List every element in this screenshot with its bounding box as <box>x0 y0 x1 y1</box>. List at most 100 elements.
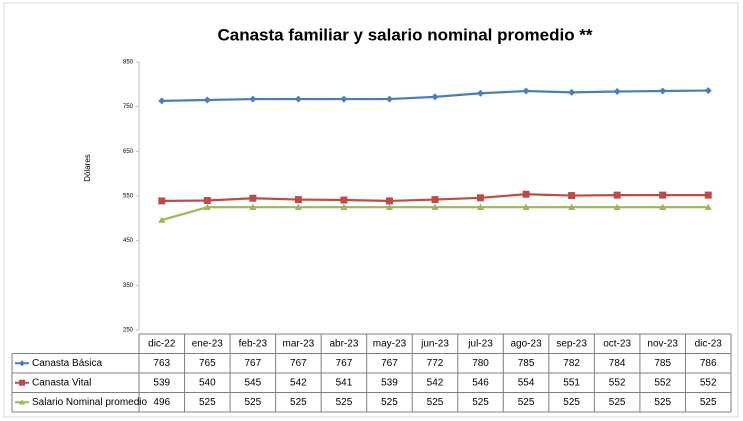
table-value: 767 <box>290 358 307 369</box>
x-tick-label: oct-23 <box>603 338 631 349</box>
table-value: 541 <box>336 377 353 388</box>
point <box>613 203 621 210</box>
x-tick-label: may-23 <box>373 338 407 349</box>
point <box>431 203 439 210</box>
table-value: 782 <box>563 358 580 369</box>
point <box>294 95 302 103</box>
table-value: 525 <box>700 397 717 408</box>
point <box>158 97 166 105</box>
table-value: 784 <box>609 358 626 369</box>
table-value: 539 <box>381 377 398 388</box>
point <box>659 191 667 199</box>
x-tick-label: feb-23 <box>239 338 268 349</box>
point <box>477 89 485 97</box>
point <box>568 203 576 210</box>
legend-marker <box>19 399 25 405</box>
point <box>385 197 393 205</box>
point <box>158 197 166 205</box>
point <box>477 203 485 210</box>
y-tick-label: 750 <box>123 104 134 110</box>
table-value: 525 <box>427 397 444 408</box>
table-value: 554 <box>518 377 535 388</box>
table-value: 525 <box>290 397 307 408</box>
table-value: 542 <box>290 377 307 388</box>
point <box>249 194 257 202</box>
y-tick-label: 250 <box>123 328 134 334</box>
point <box>385 95 393 103</box>
legend-label: Canasta Vital <box>32 377 91 388</box>
table-value: 496 <box>153 397 170 408</box>
table-value: 525 <box>609 397 626 408</box>
table-value: 542 <box>427 377 444 388</box>
table-value: 525 <box>381 397 398 408</box>
x-tick-label: ago-23 <box>511 338 543 349</box>
table-value: 785 <box>518 358 535 369</box>
legend-marker <box>19 379 25 386</box>
table-value: 785 <box>654 358 671 369</box>
table-value: 767 <box>336 358 353 369</box>
table-value: 551 <box>563 377 580 388</box>
table-value: 539 <box>153 377 170 388</box>
y-tick-label: 450 <box>123 238 134 244</box>
table-value: 552 <box>609 377 626 388</box>
table-value: 540 <box>199 377 216 388</box>
point <box>249 203 257 210</box>
table-value: 772 <box>427 358 444 369</box>
point <box>203 96 211 104</box>
point <box>203 203 211 210</box>
x-tick-label: sep-23 <box>556 338 587 349</box>
table-value: 525 <box>518 397 535 408</box>
table-value: 767 <box>245 358 262 369</box>
table-value: 786 <box>700 358 717 369</box>
table-value: 525 <box>245 397 262 408</box>
point <box>340 95 348 103</box>
point <box>568 192 576 200</box>
y-tick-label: 550 <box>123 194 134 200</box>
y-tick-label: 850 <box>123 60 134 66</box>
chart-title: Canasta familiar y salario nominal prome… <box>217 25 592 44</box>
y-tick-label: 650 <box>123 149 134 155</box>
y-axis-label: Dólares <box>83 154 92 182</box>
x-tick-label: dic-22 <box>148 338 176 349</box>
table-value: 763 <box>153 358 170 369</box>
chart-border <box>3 2 739 418</box>
point <box>522 190 530 198</box>
point <box>613 87 621 95</box>
table-value: 765 <box>199 358 216 369</box>
table-value: 767 <box>381 358 398 369</box>
point <box>249 95 257 103</box>
point <box>659 203 667 210</box>
point <box>294 203 302 210</box>
point <box>340 203 348 210</box>
point <box>385 203 393 210</box>
x-tick-label: jun-23 <box>420 338 449 349</box>
point <box>522 203 530 210</box>
x-tick-label: ene-23 <box>192 338 224 349</box>
x-tick-label: mar-23 <box>283 338 315 349</box>
table-value: 525 <box>336 397 353 408</box>
table-value: 545 <box>245 377 262 388</box>
legend-label: Canasta Básica <box>32 358 102 369</box>
y-tick-label: 350 <box>123 283 134 289</box>
point <box>522 87 530 95</box>
table-value: 525 <box>199 397 216 408</box>
point <box>613 191 621 199</box>
point <box>431 93 439 101</box>
point <box>704 191 712 199</box>
table-value: 525 <box>472 397 489 408</box>
point <box>340 196 348 204</box>
point <box>294 196 302 204</box>
x-tick-label: nov-23 <box>647 338 678 349</box>
x-tick-label: abr-23 <box>329 338 358 349</box>
table-value: 525 <box>654 397 671 408</box>
point <box>659 87 667 95</box>
table-value: 552 <box>654 377 671 388</box>
x-tick-label: dic-23 <box>695 338 723 349</box>
point <box>704 203 712 210</box>
point <box>477 194 485 202</box>
table-value: 552 <box>700 377 717 388</box>
legend-label: Salario Nominal promedio <box>32 397 147 408</box>
table-value: 546 <box>472 377 489 388</box>
point <box>158 216 166 223</box>
